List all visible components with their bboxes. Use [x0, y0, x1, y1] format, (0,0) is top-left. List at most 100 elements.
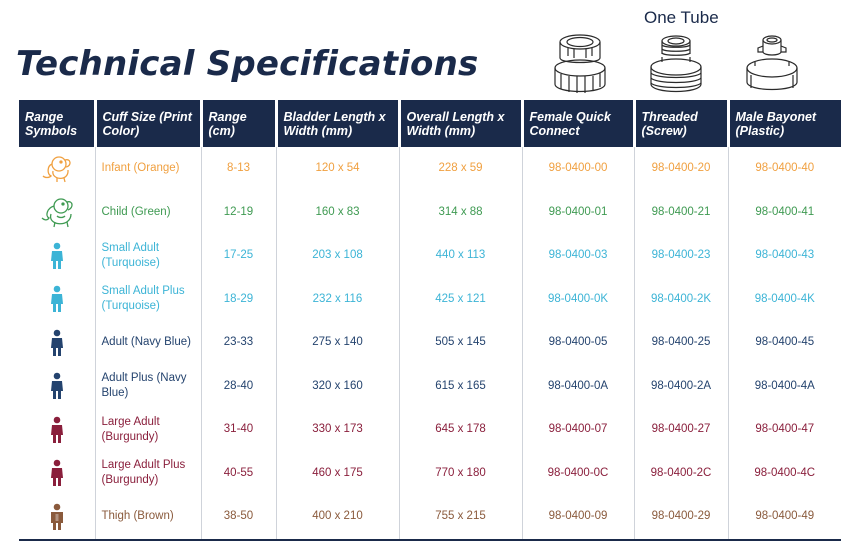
overall-size-cell: 505 x 145	[399, 321, 523, 365]
child-elephant-icon	[39, 198, 75, 228]
male-bayonet-part-cell: 98-0400-4C	[754, 466, 816, 479]
range-cell: 12-19	[201, 190, 277, 234]
overall-size-cell: 770 x 180	[399, 451, 523, 495]
range-symbol-cell	[19, 408, 96, 452]
range-cell: 18-29	[201, 277, 277, 321]
male-bayonet-part-cell: 98-0400-4K	[754, 292, 815, 305]
threaded-screw-fitting-icon	[646, 32, 706, 98]
overall-size-cell: 425 x 121	[399, 277, 523, 321]
bladder-size-cell: 232 x 116	[276, 277, 400, 321]
table-row: Thigh (Brown) 38-50 400 x 210 755 x 215 98-0…	[19, 495, 841, 541]
overall-size-cell: 440 x 113	[399, 234, 523, 278]
cuff-size-cell: Adult Plus (Navy Blue)	[95, 364, 202, 408]
overall-size-cell: 314 x 88	[399, 190, 523, 234]
bladder-size-cell: 320 x 160	[276, 364, 400, 408]
range-cell: 28-40	[201, 364, 277, 408]
range-symbol-cell	[19, 190, 96, 234]
bladder-size-cell: 120 x 54	[276, 147, 400, 191]
threaded-part-cell: 98-0400-21	[634, 190, 729, 234]
female-quick-connect-part-cell: 98-0400-01	[522, 190, 635, 234]
male-bayonet-part-cell: 98-0400-43	[755, 249, 815, 262]
threaded-part-cell: 98-0400-2K	[634, 277, 729, 321]
range-symbol-cell	[19, 277, 96, 321]
female-quick-connect-part-cell: 98-0400-0A	[522, 364, 635, 408]
col-header-female-quick-connect: Female Quick Connect	[522, 100, 636, 147]
female-quick-connect-part-cell: 98-0400-07	[522, 408, 635, 452]
female-quick-connect-part-cell: 98-0400-0K	[522, 277, 635, 321]
cuff-size-cell: Large Adult Plus (Burgundy)	[95, 451, 202, 495]
cuff-size-cell: Large Adult (Burgundy)	[95, 408, 202, 452]
cuff-size-cell: Small Adult Plus (Turquoise)	[95, 277, 202, 321]
female-quick-connect-part-cell: 98-0400-00	[522, 147, 635, 191]
range-cell: 23-33	[201, 321, 277, 365]
bladder-size-cell: 203 x 108	[276, 234, 400, 278]
page-title: Technical Specifications	[16, 44, 479, 84]
male-bayonet-part-cell: 98-0400-4A	[754, 379, 815, 392]
male-bayonet-part-cell: 98-0400-45	[755, 336, 815, 349]
range-symbol-cell	[19, 147, 96, 191]
threaded-part-cell: 98-0400-20	[634, 147, 729, 191]
bladder-size-cell: 460 x 175	[276, 451, 400, 495]
range-cell: 8-13	[201, 147, 277, 191]
threaded-part-cell: 98-0400-23	[634, 234, 729, 278]
bladder-size-cell: 160 x 83	[276, 190, 400, 234]
table-row: Large Adult Plus (Burgundy) 40-55 460 x 17…	[19, 451, 841, 495]
person-icon	[49, 329, 65, 356]
female-quick-connect-part-cell: 98-0400-0C	[522, 451, 635, 495]
range-cell: 40-55	[201, 451, 277, 495]
range-symbol-cell	[19, 234, 96, 278]
range-symbol-cell	[19, 495, 96, 541]
table-row: Adult (Navy Blue) 23-33 275 x 140 505 x 145…	[19, 321, 841, 365]
bladder-size-cell: 400 x 210	[276, 495, 400, 541]
table-row: Large Adult (Burgundy) 31-40 330 x 173 645 …	[19, 408, 841, 452]
range-cell: 38-50	[201, 495, 277, 541]
threaded-part-cell: 98-0400-27	[634, 408, 729, 452]
male-bayonet-fitting-icon	[742, 32, 802, 98]
person-icon	[49, 416, 65, 443]
cuff-size-cell: Infant (Orange)	[95, 147, 202, 191]
male-bayonet-part-cell: 98-0400-47	[755, 423, 815, 436]
person-icon	[49, 372, 65, 400]
threaded-part-cell: 98-0400-2A	[634, 364, 729, 408]
col-header-overall: Overall Length x Width (mm)	[399, 100, 524, 147]
overall-size-cell: 615 x 165	[399, 364, 523, 408]
threaded-part-cell: 98-0400-25	[634, 321, 729, 365]
table-header-row: Range Symbols Cuff Size (Print Color) Ra…	[19, 100, 841, 147]
col-header-cuff-size: Cuff Size (Print Color)	[95, 100, 203, 147]
cuff-size-cell: Child (Green)	[95, 190, 202, 234]
female-quick-connect-part-cell: 98-0400-05	[522, 321, 635, 365]
person-icon	[49, 242, 65, 269]
overall-size-cell: 645 x 178	[399, 408, 523, 452]
infant-elephant-icon	[39, 156, 75, 182]
female-quick-connect-part-cell: 98-0400-09	[522, 495, 635, 541]
overall-size-cell: 228 x 59	[399, 147, 523, 191]
male-bayonet-part-cell: 98-0400-40	[755, 162, 815, 175]
person-icon	[49, 459, 65, 487]
table-row: Small Adult (Turquoise) 17-25 203 x 108 440…	[19, 234, 841, 278]
range-symbol-cell	[19, 364, 96, 408]
male-bayonet-part-cell: 98-0400-49	[728, 495, 841, 541]
one-tube-label: One Tube	[644, 8, 719, 27]
table-row: Adult Plus (Navy Blue) 28-40 320 x 160 615 …	[19, 364, 841, 408]
bladder-size-cell: 275 x 140	[276, 321, 400, 365]
threaded-part-cell: 98-0400-29	[634, 495, 729, 541]
female-quick-connect-part-cell: 98-0400-03	[522, 234, 635, 278]
col-header-range: Range (cm)	[201, 100, 278, 147]
male-bayonet-part-cell: 98-0400-41	[755, 205, 815, 218]
threaded-part-cell: 98-0400-2C	[634, 451, 729, 495]
table-row: Child (Green) 12-19 160 x 83 314 x 88 98-040…	[19, 190, 841, 234]
female-quick-connect-fitting-icon	[550, 32, 610, 98]
range-cell: 17-25	[201, 234, 277, 278]
spec-table: Range Symbols Cuff Size (Print Color) Ra…	[19, 100, 841, 541]
col-header-range-symbols: Range Symbols	[19, 100, 97, 147]
cuff-size-cell: Adult (Navy Blue)	[95, 321, 202, 365]
col-header-male-bayonet: Male Bayonet (Plastic)	[728, 100, 841, 147]
range-cell: 31-40	[201, 408, 277, 452]
col-header-bladder: Bladder Length x Width (mm)	[276, 100, 401, 147]
overall-size-cell: 755 x 215	[399, 495, 523, 541]
range-symbol-cell	[19, 321, 96, 365]
cuff-size-cell: Small Adult (Turquoise)	[95, 234, 202, 278]
table-row: Small Adult Plus (Turquoise) 18-29 232 x 1…	[19, 277, 841, 321]
col-header-threaded: Threaded (Screw)	[634, 100, 730, 147]
thigh-person-icon	[49, 503, 65, 530]
